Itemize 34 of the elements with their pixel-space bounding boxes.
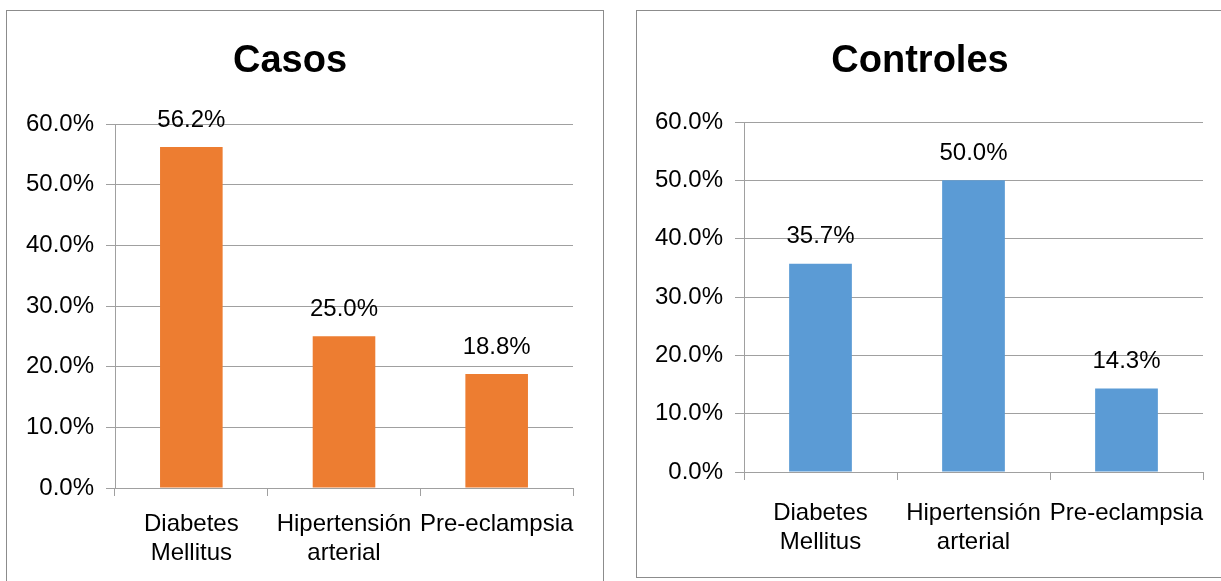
x-tick-label: Pre-eclampsia (419, 509, 575, 537)
x-tick-label: Diabetes Mellitus (773, 498, 868, 554)
y-tick-label: 50.0% (654, 164, 723, 192)
y-tick-label: 50.0% (25, 169, 94, 197)
data-label: 14.3% (1092, 346, 1161, 374)
y-tick-label: 20.0% (25, 351, 94, 379)
y-tick-label: 30.0% (654, 281, 723, 309)
y-tick-label: 40.0% (25, 229, 94, 257)
y-tick-label: 10.0% (25, 411, 94, 439)
data-label: 50.0% (939, 137, 1008, 165)
x-tick-label: Diabetes Mellitus (143, 509, 239, 565)
y-tick-label: 20.0% (654, 339, 723, 367)
y-tick-label: 10.0% (654, 398, 723, 426)
data-label: 35.7% (786, 221, 855, 249)
x-tick-label: Pre-eclampsia (1049, 498, 1204, 526)
bar (465, 373, 528, 488)
data-label: 18.8% (462, 331, 531, 359)
bar (789, 263, 852, 472)
y-tick-label: 30.0% (25, 290, 94, 318)
y-tick-label: 0.0% (39, 472, 94, 500)
bar (1095, 388, 1158, 472)
y-tick-label: 40.0% (654, 223, 723, 251)
bar (160, 147, 223, 488)
x-tick-label: Hipertensión arterial (276, 509, 412, 565)
bar (942, 180, 1005, 472)
bar (312, 336, 376, 488)
x-tick-label: Hipertensión arterial (906, 498, 1041, 554)
y-tick-label: 60.0% (25, 108, 94, 136)
y-tick-label: 0.0% (668, 456, 723, 484)
chart-title: Casos (232, 38, 348, 81)
data-label: 25.0% (309, 293, 379, 321)
chart-title: Controles (831, 38, 1009, 81)
data-label: 56.2% (157, 104, 226, 132)
y-tick-label: 60.0% (654, 106, 723, 134)
